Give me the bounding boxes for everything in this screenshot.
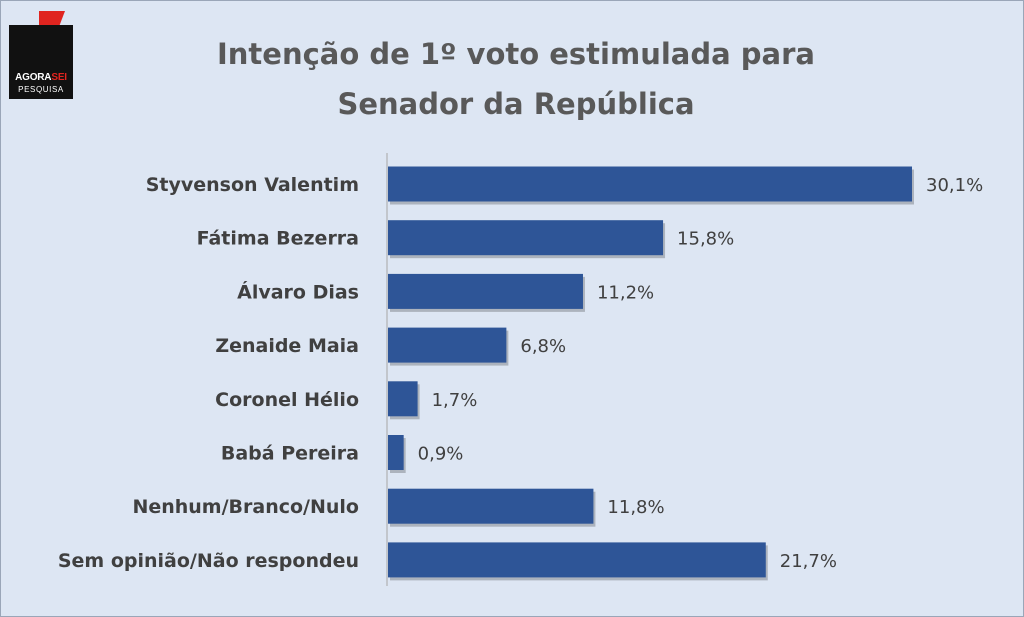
chart-title-line2: Senador da República <box>337 87 695 121</box>
chart-title: Intenção de 1º voto estimulada para Sena… <box>141 29 891 129</box>
chart-title-line1: Intenção de 1º voto estimulada para <box>217 37 815 71</box>
value-label: 30,1% <box>926 175 983 196</box>
bar <box>388 381 418 417</box>
category-label: Styvenson Valentim <box>146 174 359 196</box>
value-label: 11,8% <box>607 497 664 518</box>
logo-subtitle: PESQUISA <box>18 85 64 94</box>
bar <box>388 220 664 256</box>
bar <box>388 542 766 578</box>
category-label: Coronel Hélio <box>215 389 359 411</box>
category-label: Sem opinião/Não respondeu <box>58 550 359 572</box>
logo-box <box>9 25 73 99</box>
value-label: 15,8% <box>677 229 734 250</box>
value-label: 0,9% <box>418 444 464 465</box>
category-label: Babá Pereira <box>221 443 359 465</box>
value-label: 1,7% <box>432 390 478 411</box>
value-label: 6,8% <box>520 336 566 357</box>
category-label: Álvaro Dias <box>237 280 359 303</box>
bar <box>388 435 404 470</box>
bar <box>388 273 583 309</box>
logo-wordmark: AGORASEI <box>9 72 73 83</box>
category-label: Fátima Bezerra <box>197 228 359 250</box>
category-label: Nenhum/Branco/Nulo <box>132 496 359 518</box>
logo-word-sei: SEI <box>51 72 67 83</box>
value-label: 21,7% <box>780 551 837 572</box>
bar <box>388 327 507 363</box>
bar <box>388 488 594 524</box>
category-label: Zenaide Maia <box>215 335 359 357</box>
logo-word-agora: AGORA <box>15 72 52 83</box>
value-label: 11,2% <box>597 282 654 303</box>
bar <box>388 166 912 202</box>
agorasei-logo: AGORASEI PESQUISA <box>9 7 73 99</box>
